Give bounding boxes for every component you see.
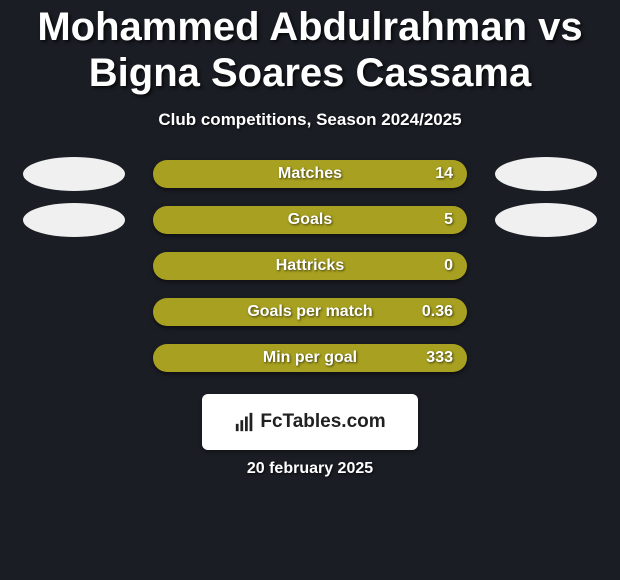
stat-pill: Goals per match 0.36: [153, 298, 467, 326]
stat-value: 5: [444, 211, 453, 229]
stat-row: Hattricks 0: [8, 252, 612, 280]
player-left-photo: [23, 157, 125, 191]
stat-label: Matches: [278, 165, 342, 183]
stat-row: Goals 5: [8, 206, 612, 234]
player-right-photo: [495, 249, 597, 283]
stat-value: 333: [426, 349, 453, 367]
stat-row: Min per goal 333: [8, 344, 612, 372]
stat-pill: Min per goal 333: [153, 344, 467, 372]
player-right-photo: [495, 203, 597, 237]
stat-label: Goals: [288, 211, 332, 229]
stat-pill: Goals 5: [153, 206, 467, 234]
fctables-logo: FcTables.com: [202, 394, 418, 450]
stat-label: Goals per match: [247, 303, 372, 321]
player-right-photo: [495, 295, 597, 329]
player-right-photo: [495, 341, 597, 375]
stat-value: 14: [435, 165, 453, 183]
stat-pill: Hattricks 0: [153, 252, 467, 280]
snapshot-date: 20 february 2025: [0, 460, 620, 478]
player-left-photo: [23, 341, 125, 375]
stat-label: Min per goal: [263, 349, 357, 367]
stat-row: Goals per match 0.36: [8, 298, 612, 326]
player-left-photo: [23, 295, 125, 329]
stat-row: Matches 14: [8, 160, 612, 188]
stat-value: 0: [444, 257, 453, 275]
bar-chart-icon: [234, 411, 256, 433]
stat-label: Hattricks: [276, 257, 344, 275]
stat-value: 0.36: [422, 303, 453, 321]
player-left-photo: [23, 249, 125, 283]
stats-container: Matches 14 Goals 5 Hattricks 0 Goals per match…: [0, 160, 620, 372]
player-right-photo: [495, 157, 597, 191]
player-left-photo: [23, 203, 125, 237]
comparison-title: Mohammed Abdulrahman vs Bigna Soares Cas…: [0, 0, 620, 96]
comparison-subtitle: Club competitions, Season 2024/2025: [0, 96, 620, 130]
stat-pill: Matches 14: [153, 160, 467, 188]
logo-text: FcTables.com: [260, 411, 385, 433]
